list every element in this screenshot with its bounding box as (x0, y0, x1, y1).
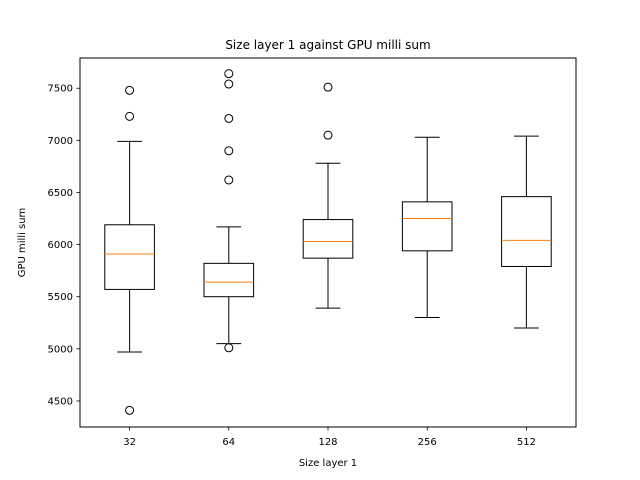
box-group-512 (501, 135, 552, 329)
y-tick-label: 5500 (48, 292, 73, 303)
x-axis-label: Size layer 1 (299, 458, 357, 469)
box-group-128 (302, 82, 354, 309)
x-axis: 32 64 128 256 512 (123, 427, 536, 448)
outlier-point (224, 79, 234, 89)
y-tick-label: 7000 (48, 136, 73, 147)
plot-area (104, 69, 552, 415)
x-tick-label: 256 (418, 437, 437, 448)
box-iqr (203, 262, 255, 298)
x-tick-label: 512 (517, 437, 536, 448)
chart-title: Size layer 1 against GPU milli sum (225, 38, 430, 52)
y-tick-label: 6000 (48, 240, 73, 251)
x-tick-label: 128 (318, 437, 337, 448)
outlier-point (125, 85, 135, 95)
box-group-32 (104, 85, 155, 415)
outlier-point (125, 405, 135, 415)
outlier-point (323, 130, 333, 140)
x-tick-label: 64 (222, 437, 235, 448)
outlier-point (323, 82, 333, 92)
outlier-point (224, 343, 234, 353)
box-iqr (302, 219, 354, 259)
outlier-point (224, 113, 234, 123)
y-tick-label: 6500 (48, 188, 73, 199)
y-tick-label: 7500 (48, 84, 73, 95)
outlier-point (224, 175, 234, 185)
outlier-point (125, 111, 135, 121)
box-iqr (104, 224, 155, 290)
box-iqr (501, 196, 552, 267)
y-tick-label: 5000 (48, 344, 73, 355)
box-group-256 (401, 136, 453, 319)
y-axis-label: GPU milli sum (17, 208, 28, 278)
x-tick-label: 32 (123, 437, 136, 448)
box-iqr (401, 201, 453, 252)
box-group-64 (203, 69, 255, 353)
y-tick-label: 4500 (48, 396, 73, 407)
outlier-point (224, 146, 234, 156)
outlier-point (224, 69, 234, 79)
y-axis: 4500 5000 5500 6000 6500 7000 7500 (48, 84, 80, 407)
